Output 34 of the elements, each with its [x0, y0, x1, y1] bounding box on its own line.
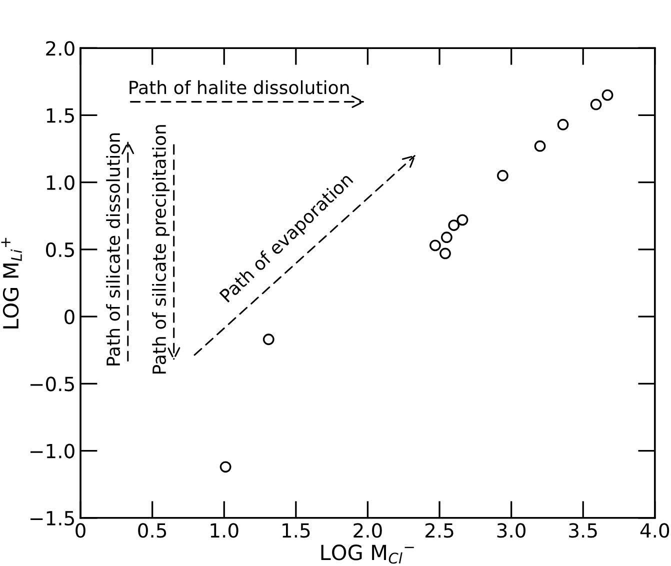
- point: [440, 248, 451, 260]
- point: [220, 461, 232, 473]
- x-tick-label: 2.0: [354, 523, 382, 538]
- y-tick-label: 0.5: [46, 242, 74, 258]
- point: [534, 140, 546, 152]
- y-tick-label: 1.0: [46, 175, 74, 190]
- x-axis-title: LOG M$_{Cl}$$^{−}$: [321, 544, 414, 564]
- annotation: Path of silicate precipitation: [152, 125, 170, 374]
- annotation: Path of halite dissolution: [130, 80, 349, 94]
- point: [430, 240, 441, 252]
- annotation: Path of silicate dissolution: [106, 133, 120, 366]
- y-tick-label: 0: [64, 310, 74, 324]
- x-tick-label: 0.5: [138, 523, 166, 538]
- y-tick-label: −1.0: [30, 444, 74, 458]
- point: [262, 334, 274, 346]
- x-tick-label: 2.5: [425, 523, 454, 538]
- x-tick-label: 3.5: [569, 523, 597, 538]
- x-tick-label: 0: [76, 523, 86, 538]
- point: [440, 232, 452, 244]
- x-tick-label: 4.0: [640, 523, 670, 538]
- y-tick-label: −1.5: [30, 511, 74, 526]
- point: [557, 118, 569, 130]
- point: [448, 220, 460, 231]
- point: [456, 214, 468, 226]
- point: [496, 170, 508, 182]
- x-tick-label: 1.0: [210, 523, 238, 538]
- y-tick-label: 2.0: [46, 41, 74, 56]
- y-axis-title: LOG M$_{Li}$$^{+}$: [1, 238, 22, 328]
- point: [602, 89, 614, 101]
- point: [590, 98, 602, 110]
- y-tick-label: 1.5: [46, 108, 74, 123]
- x-tick-label: 3.0: [497, 523, 526, 538]
- x-tick-label: 1.5: [282, 523, 310, 538]
- y-tick-label: −0.5: [30, 376, 74, 392]
